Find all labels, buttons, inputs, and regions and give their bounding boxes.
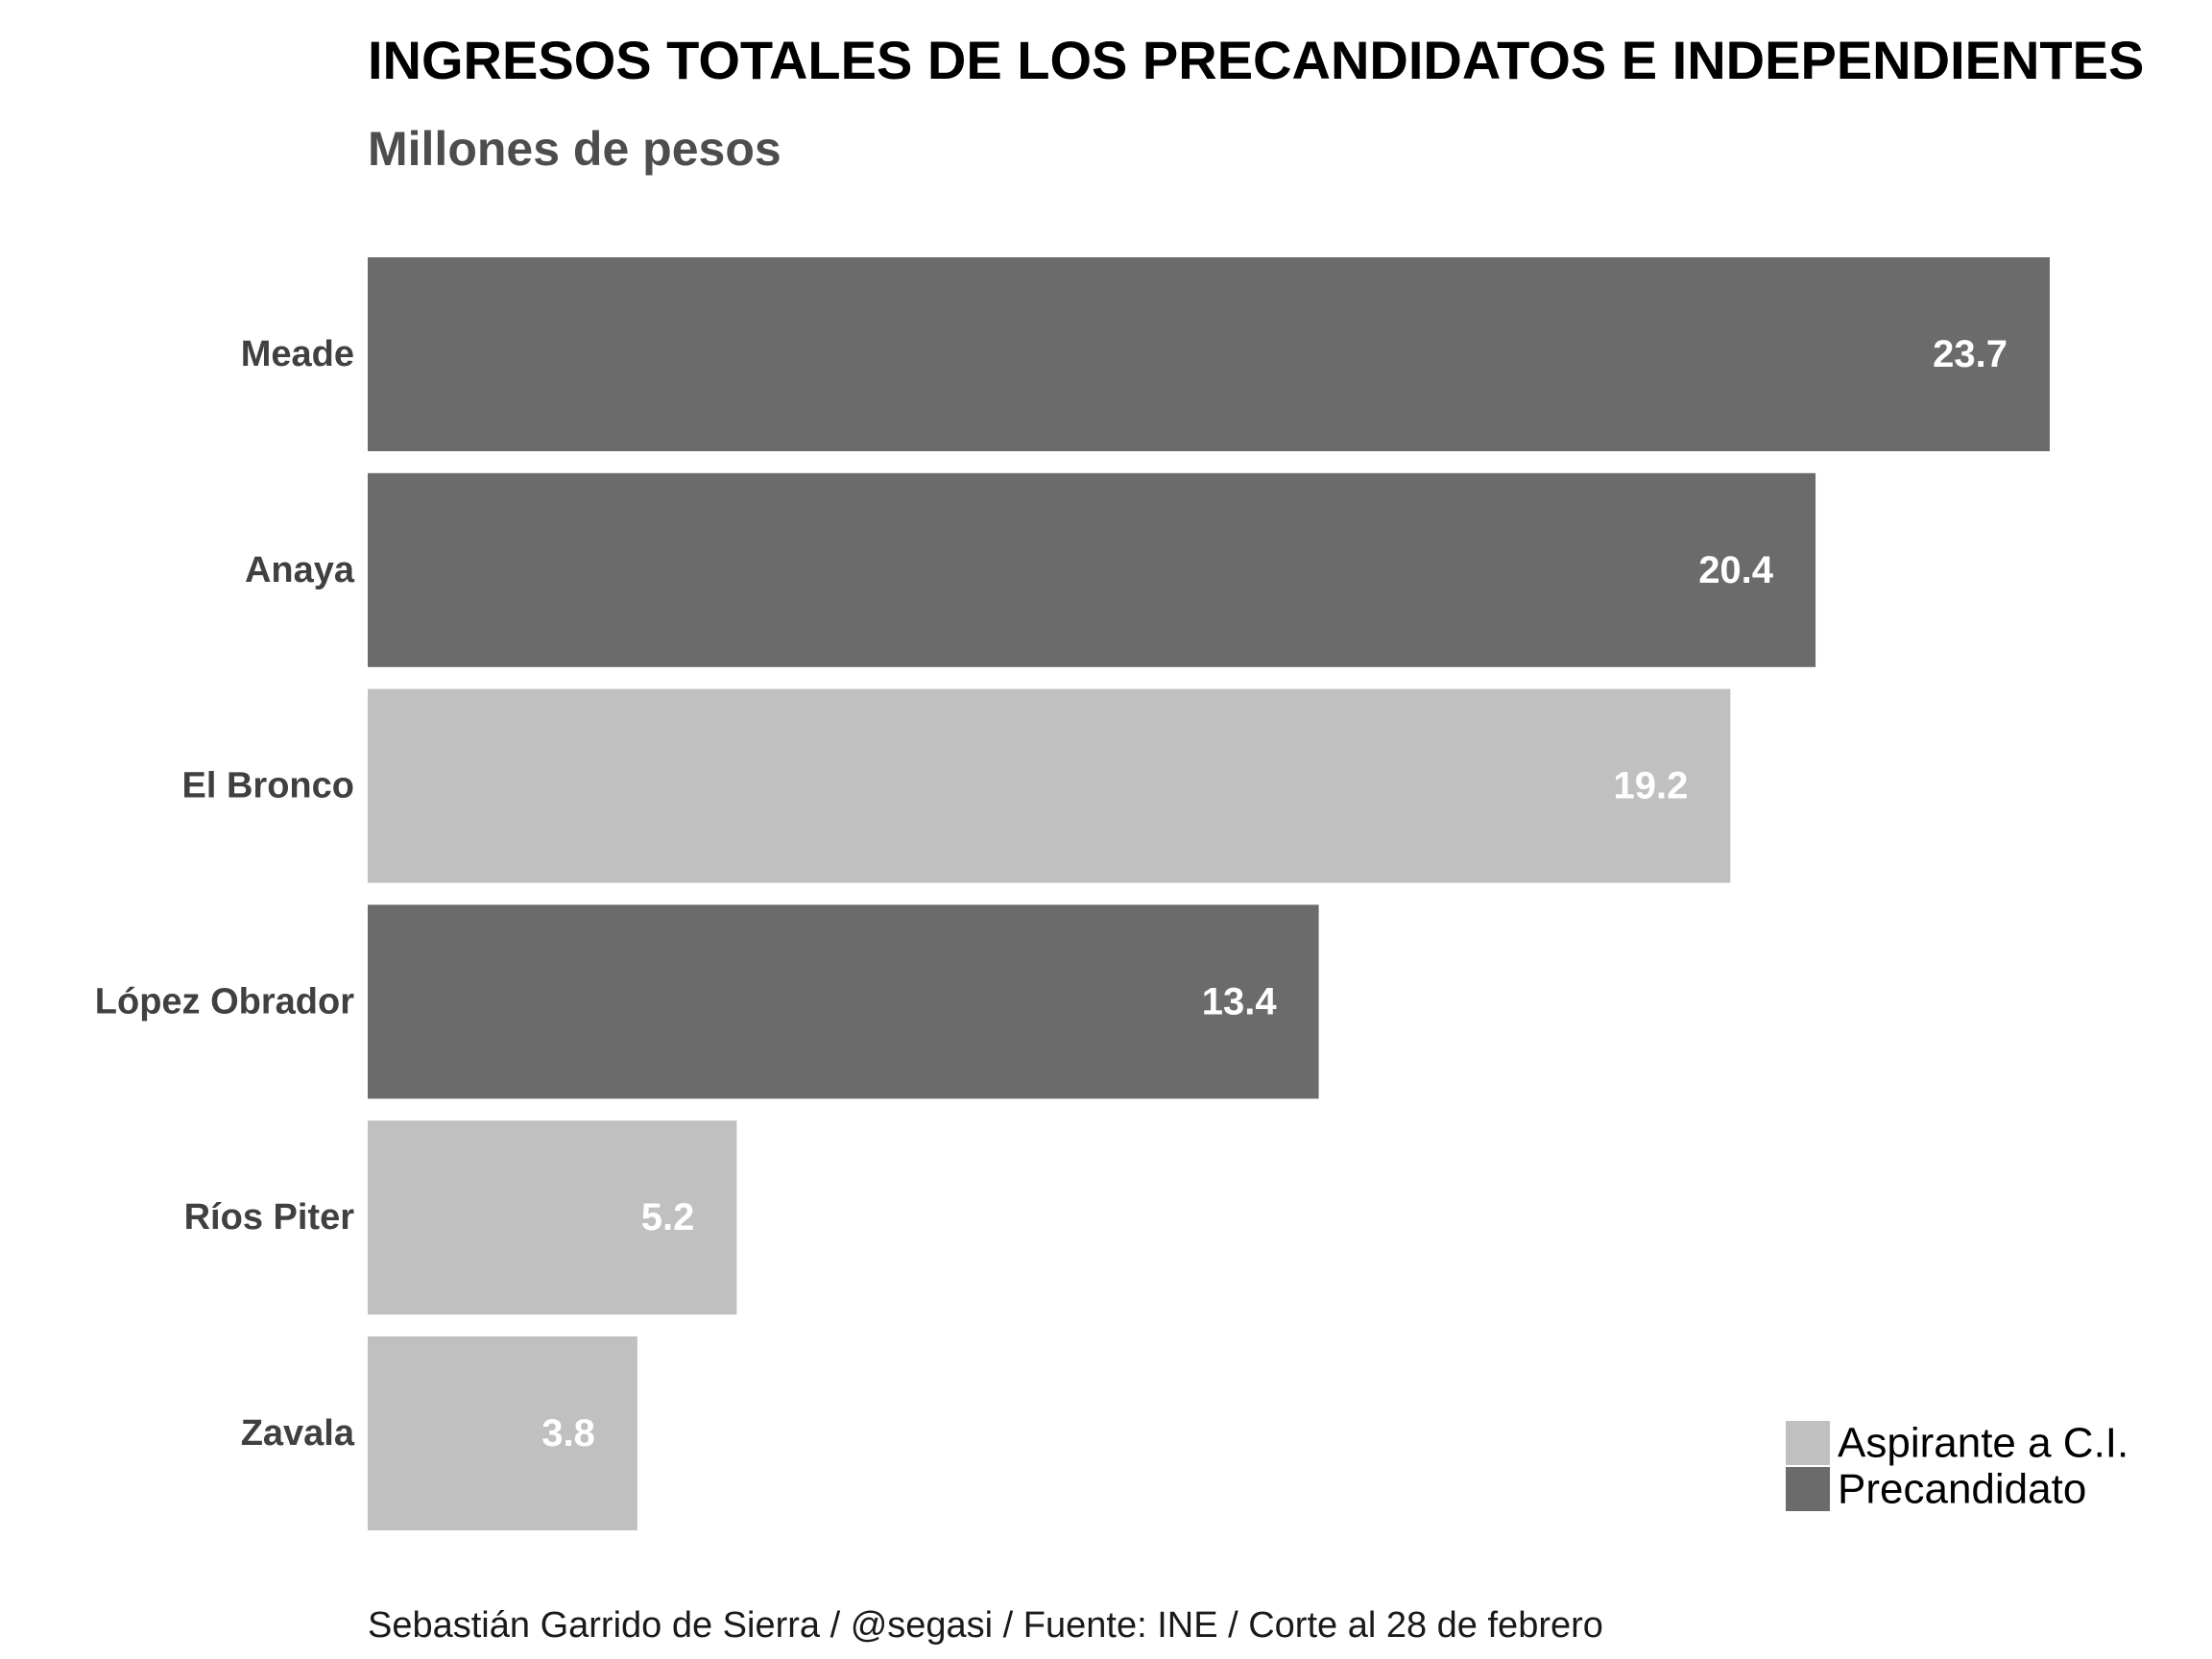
- category-label: Ríos Piter: [184, 1197, 355, 1238]
- value-label: 13.4: [1202, 980, 1278, 1022]
- category-label: Meade: [241, 334, 354, 374]
- value-label: 20.4: [1698, 549, 1774, 591]
- bars-layer: Meade 23.7 Anaya 20.4 El Bronco 19.2 López Obr…: [95, 257, 2050, 1530]
- value-label: 19.2: [1613, 765, 1688, 807]
- legend: Aspirante a C.I.Precandidato: [1786, 1420, 2128, 1513]
- legend-label: Precandidato: [1838, 1466, 2086, 1513]
- legend-key: [1786, 1467, 1830, 1511]
- bar: [368, 904, 1319, 1099]
- bar: [368, 688, 1731, 883]
- category-label: López Obrador: [95, 981, 354, 1022]
- legend-label: Aspirante a C.I.: [1838, 1420, 2128, 1467]
- bar: [368, 1120, 737, 1315]
- bar: [368, 257, 2050, 451]
- bar: [368, 1336, 637, 1530]
- value-label: 5.2: [641, 1196, 695, 1238]
- legend-key: [1786, 1421, 1830, 1465]
- category-label: Anaya: [245, 550, 355, 590]
- category-label: Zavala: [241, 1413, 355, 1454]
- category-label: El Bronco: [182, 766, 354, 806]
- chart-subtitle: Millones de pesos: [368, 122, 781, 176]
- value-label: 3.8: [541, 1412, 595, 1455]
- chart-title: INGRESOS TOTALES DE LOS PRECANDIDATOS E …: [368, 30, 2145, 90]
- bar: [368, 472, 1816, 667]
- chart-caption: Sebastián Garrido de Sierra / @segasi / …: [368, 1605, 1603, 1646]
- value-label: 23.7: [1933, 333, 2008, 375]
